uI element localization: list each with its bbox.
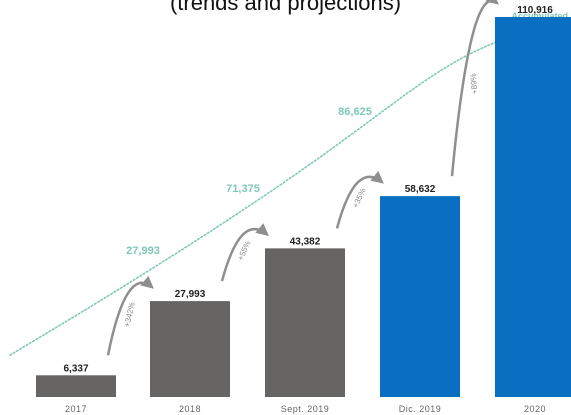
tick-label-2018: 2018 xyxy=(179,404,201,414)
bars-layer xyxy=(36,16,571,397)
growth-arrow-1 xyxy=(106,275,154,356)
bar-dic-2019 xyxy=(380,196,460,397)
accumulated-line xyxy=(9,29,531,356)
growth-arrows-layer: +342% +55% +35% +89% xyxy=(106,0,499,356)
bar-sept-2019 xyxy=(265,248,345,397)
value-label-sept-2019: 43,382 xyxy=(290,236,321,247)
accumulated-layer: Accumulated 27,993 71,375 86,625 xyxy=(9,11,568,356)
growth-arrow-3 xyxy=(335,170,384,229)
labels-layer: 6,337 2017 27,993 2018 43,382 Sept. 2019 58,63… xyxy=(63,5,553,414)
bar-2017 xyxy=(36,375,116,397)
growth-label-2: +55% xyxy=(236,239,253,262)
accumulated-point-label-3: 86,625 xyxy=(338,106,372,118)
chart-subtitle: (trends and projections) xyxy=(169,0,402,15)
value-label-2017: 6,337 xyxy=(63,363,88,374)
accumulated-label: Accumulated xyxy=(511,11,568,21)
growth-label-3: +35% xyxy=(351,187,368,210)
accumulated-point-label-2: 71,375 xyxy=(226,183,260,195)
tick-label-dic-2019: Dic. 2019 xyxy=(399,404,442,414)
bar-2018 xyxy=(150,301,230,397)
tick-label-sept-2019: Sept. 2019 xyxy=(281,404,330,414)
growth-arrow-2 xyxy=(220,223,269,282)
value-label-dic-2019: 58,632 xyxy=(405,184,436,195)
tick-label-2017: 2017 xyxy=(65,404,87,414)
tick-label-2020: 2020 xyxy=(524,404,546,414)
value-label-2018: 27,993 xyxy=(175,289,206,300)
value-label-2020: 110,916 xyxy=(517,5,553,16)
accumulated-point-label-1: 27,993 xyxy=(126,245,160,257)
growth-label-4: +89% xyxy=(469,73,480,94)
growth-arrow-4 xyxy=(450,0,499,177)
bar-2020 xyxy=(495,16,571,397)
growth-label-1: +342% xyxy=(122,301,136,328)
